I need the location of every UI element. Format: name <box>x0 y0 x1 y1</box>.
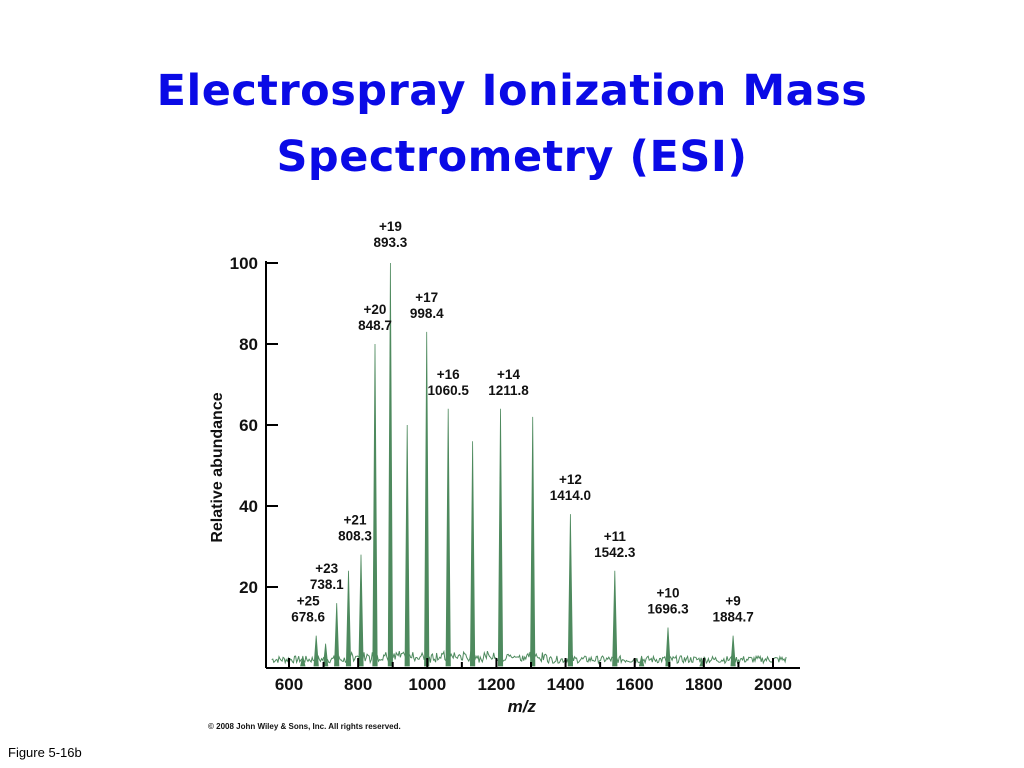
baseline-noise-trace <box>271 649 787 665</box>
spectrum-peak-7 <box>387 262 394 667</box>
peak-charge-label-12: +14 <box>497 367 520 382</box>
spectrum-peak-1 <box>313 635 319 667</box>
x-tick-label-1200: 1200 <box>478 675 516 694</box>
axes-layer: 600 800 1000 1200 1400 1600 1800 2000 20 40 60 80 10… <box>209 254 800 716</box>
spectrum-peak-17 <box>665 627 671 667</box>
x-tick-label-600: 600 <box>275 675 303 694</box>
spectrum-peak-11 <box>469 441 476 667</box>
spectrum-peak-5 <box>358 554 364 667</box>
x-tick-label-2000: 2000 <box>754 675 792 694</box>
peak-charge-label-9: +17 <box>415 290 438 305</box>
peak-mz-label-3: 738.1 <box>310 577 344 592</box>
peak-mz-label-19: 1884.7 <box>712 610 753 625</box>
spectrum-peak-3 <box>334 603 340 667</box>
spectrum-peak-13 <box>530 416 536 667</box>
peak-mz-label-9: 998.4 <box>410 306 444 321</box>
x-tick-label-1400: 1400 <box>547 675 585 694</box>
peak-mz-label-12: 1211.8 <box>488 383 529 398</box>
peak-mz-label-5: 808.3 <box>338 529 372 544</box>
slide-title-line-1: Electrospray Ionization Mass <box>156 66 868 116</box>
y-tick-label-100: 100 <box>230 254 258 273</box>
y-tick-label-60: 60 <box>239 416 258 435</box>
peak-charge-label-10: +16 <box>437 367 460 382</box>
spectrum-peak-8 <box>404 424 410 667</box>
peak-charge-label-14: +12 <box>559 472 582 487</box>
peak-mz-label-17: 1696.3 <box>647 602 689 617</box>
x-tick-label-1800: 1800 <box>685 675 723 694</box>
peak-charge-label-17: +10 <box>657 586 680 601</box>
peak-charge-label-19: +9 <box>725 594 740 609</box>
y-tick-label-20: 20 <box>239 578 258 597</box>
peak-mz-label-1: 678.6 <box>291 610 325 625</box>
spectrum-peak-2 <box>322 643 329 667</box>
x-tick-label-800: 800 <box>344 675 372 694</box>
peak-charge-label-3: +23 <box>315 561 338 576</box>
figure-label: Figure 5-16b <box>8 745 82 760</box>
x-tick-label-1000: 1000 <box>408 675 446 694</box>
spectrum-peak-12 <box>497 408 504 667</box>
copyright-notice: © 2008 John Wiley & Sons, Inc. All right… <box>208 722 401 731</box>
spectrum-peak-0 <box>300 655 306 667</box>
peak-mz-label-15: 1542.3 <box>594 545 636 560</box>
x-axis-label: m/z <box>508 697 537 716</box>
y-tick-label-80: 80 <box>239 335 258 354</box>
slide-title-line-2: Spectrometry (ESI) <box>276 132 748 182</box>
x-tick-label-1600: 1600 <box>616 675 654 694</box>
spectrum-peak-15 <box>612 570 618 667</box>
peak-charge-label-5: +21 <box>344 513 367 528</box>
peak-mz-label-7: 893.3 <box>373 235 407 250</box>
spectrum-peak-16 <box>638 655 645 667</box>
spectrum-peak-4 <box>345 570 352 667</box>
slide-title: Electrospray Ionization Mass Spectrometr… <box>0 58 1024 190</box>
spectrum-peak-6 <box>372 343 378 667</box>
y-tick-label-40: 40 <box>239 497 258 516</box>
peak-charge-label-6: +20 <box>364 302 387 317</box>
spectrum-peak-14 <box>567 514 574 667</box>
peak-charge-label-7: +19 <box>379 219 402 234</box>
peak-mz-label-6: 848.7 <box>358 318 392 333</box>
peak-charge-label-15: +11 <box>604 529 627 544</box>
peak-charge-label-1: +25 <box>297 594 320 609</box>
spectrum-layer <box>271 262 787 667</box>
spectrum-peak-19 <box>730 635 736 667</box>
y-axis-label: Relative abundance <box>209 392 226 542</box>
peak-mz-label-14: 1414.0 <box>550 488 591 503</box>
spectrum-peak-10 <box>445 408 451 667</box>
peak-mz-label-10: 1060.5 <box>428 383 470 398</box>
